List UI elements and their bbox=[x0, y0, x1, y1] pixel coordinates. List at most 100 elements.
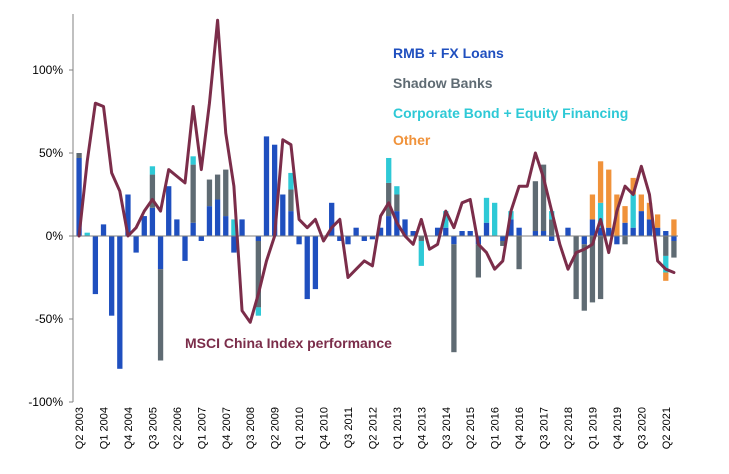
bar-segment bbox=[149, 166, 156, 175]
bars-layer bbox=[76, 136, 677, 369]
legend-item-other: Other bbox=[393, 132, 431, 148]
bar-segment bbox=[271, 144, 278, 236]
bar-segment bbox=[402, 219, 408, 236]
x-tick-label: Q2 2006 bbox=[172, 407, 184, 449]
bar-segment bbox=[394, 194, 400, 212]
bar-segment bbox=[654, 227, 661, 236]
bar-segment bbox=[190, 156, 196, 165]
bar-segment bbox=[296, 236, 302, 245]
x-tick-label: Q2 2003 bbox=[74, 407, 86, 449]
bar-segment bbox=[492, 202, 498, 236]
bar-segment bbox=[589, 219, 596, 236]
bar-segment bbox=[589, 236, 596, 303]
bar-segment bbox=[76, 157, 82, 236]
x-tick-label: Q2 2021 bbox=[661, 407, 673, 449]
x-tick-label: Q2 2015 bbox=[465, 407, 477, 449]
bar-segment bbox=[483, 222, 490, 236]
line-layer bbox=[77, 18, 676, 324]
x-tick-label: Q4 2010 bbox=[319, 407, 331, 449]
legend-item-rmb-fx-loans: RMB + FX Loans bbox=[393, 45, 504, 61]
bar-segment bbox=[443, 211, 449, 228]
x-tick-label: Q1 2013 bbox=[392, 407, 404, 449]
bar-segment bbox=[394, 186, 400, 195]
bar-segment bbox=[508, 219, 514, 236]
bar-segment bbox=[288, 211, 294, 236]
bar-segment bbox=[231, 219, 237, 236]
x-tick-label: Q3 2005 bbox=[147, 407, 159, 449]
bar-segment bbox=[109, 236, 115, 316]
bar-segment bbox=[255, 240, 261, 308]
bar-segment bbox=[483, 197, 490, 223]
bar-segment bbox=[646, 202, 653, 220]
bar-segment bbox=[182, 236, 188, 261]
legend: RMB + FX Loans Shadow Banks Corporate Bo… bbox=[393, 45, 628, 148]
bar-segment bbox=[663, 255, 669, 273]
bar-segment bbox=[198, 236, 204, 241]
x-tick-label: Q4 2016 bbox=[514, 407, 526, 449]
bar-segment bbox=[500, 236, 506, 241]
bar-segment bbox=[565, 227, 571, 236]
bar-segment bbox=[312, 236, 319, 290]
bar-segment bbox=[255, 307, 261, 316]
bar-segment bbox=[532, 231, 539, 236]
bar-segment bbox=[663, 231, 669, 236]
bar-segment bbox=[663, 236, 669, 256]
x-tick-label: Q3 2017 bbox=[539, 407, 551, 449]
bar-segment bbox=[329, 202, 335, 236]
bar-segment bbox=[451, 236, 457, 245]
x-tick-label: Q3 2008 bbox=[245, 407, 257, 449]
bar-segment bbox=[622, 206, 628, 223]
bar-segment bbox=[597, 227, 604, 236]
y-tick-label: -100% bbox=[28, 395, 63, 409]
msci-index-line bbox=[77, 18, 676, 324]
bar-segment bbox=[149, 207, 156, 236]
bar-segment bbox=[386, 216, 392, 236]
bar-segment bbox=[451, 244, 457, 353]
bar-segment bbox=[540, 164, 547, 232]
bar-segment bbox=[304, 236, 310, 300]
bar-segment bbox=[345, 236, 351, 245]
x-tick-label: Q1 2010 bbox=[294, 407, 306, 449]
bar-segment bbox=[434, 227, 441, 236]
x-tick-label: Q3 2011 bbox=[343, 407, 355, 448]
y-tick-label: 0% bbox=[46, 229, 64, 243]
bar-segment bbox=[597, 236, 604, 300]
bar-segment bbox=[377, 227, 384, 236]
bar-segment bbox=[84, 232, 90, 236]
bar-segment bbox=[654, 214, 661, 228]
bar-segment bbox=[206, 179, 213, 207]
bar-segment bbox=[190, 222, 196, 236]
bar-segment bbox=[630, 227, 636, 236]
bar-segment bbox=[174, 219, 180, 236]
bar-segment bbox=[369, 236, 376, 240]
bar-segment bbox=[549, 219, 555, 236]
bar-segment bbox=[467, 231, 473, 236]
bar-segment bbox=[606, 169, 612, 228]
bar-segment bbox=[606, 227, 612, 236]
x-tick-label: Q1 2019 bbox=[587, 407, 599, 449]
bar-segment bbox=[581, 236, 587, 245]
bar-segment bbox=[549, 236, 555, 241]
x-tick-label: Q4 2019 bbox=[612, 407, 624, 449]
bar-segment bbox=[214, 174, 221, 200]
bar-segment bbox=[630, 194, 636, 228]
bar-segment bbox=[418, 240, 424, 266]
x-tick-label: Q1 2004 bbox=[99, 407, 111, 449]
bar-segment bbox=[361, 236, 367, 241]
x-tick-label: Q2 2018 bbox=[563, 407, 575, 449]
y-tick-label: -50% bbox=[35, 312, 63, 326]
bar-segment bbox=[280, 194, 286, 236]
x-tick-label: Q4 2004 bbox=[123, 407, 135, 449]
bar-segment bbox=[630, 177, 636, 195]
bar-segment bbox=[353, 227, 359, 236]
bar-segment bbox=[671, 236, 677, 241]
bar-segment bbox=[214, 199, 221, 236]
bar-segment bbox=[532, 181, 539, 232]
x-tick-label: Q2 2012 bbox=[367, 407, 379, 449]
bar-segment bbox=[100, 224, 107, 236]
bar-segment bbox=[255, 236, 261, 241]
bar-segment bbox=[638, 194, 644, 212]
bar-segment bbox=[117, 236, 123, 369]
x-tick-label: Q4 2013 bbox=[416, 407, 428, 449]
